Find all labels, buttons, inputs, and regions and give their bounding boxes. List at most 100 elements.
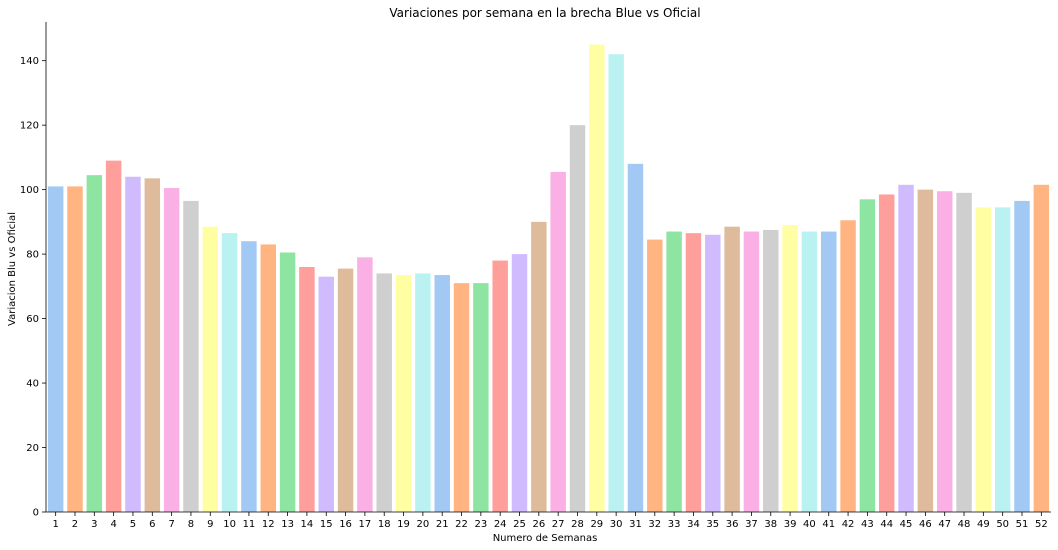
x-tick-label: 37 <box>745 519 758 530</box>
x-tick-label: 43 <box>861 519 874 530</box>
x-tick-label: 13 <box>281 519 294 530</box>
bar-week-4 <box>105 160 122 512</box>
bar-week-44 <box>878 194 895 512</box>
bar-week-10 <box>221 233 238 512</box>
x-tick-label: 22 <box>455 519 468 530</box>
bar-week-23 <box>473 283 489 512</box>
x-tick-label: 36 <box>726 519 739 530</box>
bar-week-30 <box>608 54 624 513</box>
x-tick-label: 8 <box>188 519 194 530</box>
bar-week-41 <box>821 231 837 513</box>
bar-week-1 <box>47 186 64 512</box>
bar-week-27 <box>550 171 566 512</box>
y-tick-label: 40 <box>26 379 39 390</box>
x-tick-label: 23 <box>474 519 487 530</box>
x-axis-title: Numero de Semanas <box>493 533 598 544</box>
bar-week-24 <box>492 260 508 512</box>
bar-week-19 <box>395 275 412 512</box>
y-tick-label: 0 <box>33 508 39 519</box>
bar-week-43 <box>859 199 876 513</box>
x-tick-label: 21 <box>436 519 449 530</box>
x-tick-label: 41 <box>822 519 835 530</box>
chart-title: Variaciones por semana en la brecha Blue… <box>389 6 700 20</box>
x-tick-label: 33 <box>668 519 681 530</box>
bar-week-22 <box>453 283 470 512</box>
bar-week-36 <box>724 226 740 512</box>
x-tick-label: 31 <box>629 519 642 530</box>
bar-week-46 <box>917 189 934 512</box>
x-tick-label: 17 <box>359 519 372 530</box>
x-tick-label: 45 <box>900 519 913 530</box>
bar-week-15 <box>318 276 334 512</box>
bar-week-45 <box>898 184 914 513</box>
y-tick-label: 100 <box>20 185 39 196</box>
x-tick-label: 6 <box>149 519 155 530</box>
x-tick-label: 24 <box>494 519 507 530</box>
bar-week-25 <box>511 254 528 513</box>
bar-week-8 <box>183 200 199 512</box>
bar-week-9 <box>202 226 219 512</box>
x-tick-label: 38 <box>764 519 777 530</box>
x-tick-label: 51 <box>1016 519 1029 530</box>
bar-week-11 <box>241 241 257 512</box>
bar-week-49 <box>975 207 992 513</box>
x-tick-label: 46 <box>919 519 932 530</box>
x-tick-label: 1 <box>52 519 58 530</box>
bar-week-35 <box>705 234 721 512</box>
bar-week-17 <box>357 257 373 512</box>
bar-week-18 <box>376 273 392 512</box>
x-tick-label: 3 <box>91 519 97 530</box>
x-tick-label: 50 <box>996 519 1009 530</box>
x-tick-label: 47 <box>938 519 951 530</box>
bar-week-37 <box>743 231 760 513</box>
bar-week-3 <box>86 175 103 513</box>
bar-week-5 <box>125 176 141 513</box>
x-tick-label: 16 <box>339 519 352 530</box>
x-tick-label: 39 <box>784 519 797 530</box>
y-tick-label: 80 <box>26 250 39 261</box>
bar-week-28 <box>569 125 586 512</box>
x-tick-label: 11 <box>243 519 256 530</box>
x-tick-label: 12 <box>262 519 275 530</box>
x-tick-label: 34 <box>687 519 700 530</box>
bar-week-33 <box>666 231 682 513</box>
bar-week-6 <box>144 178 161 512</box>
x-tick-label: 19 <box>397 519 410 530</box>
bar-week-48 <box>956 192 972 513</box>
bar-week-50 <box>994 207 1011 513</box>
bar-week-29 <box>589 44 605 512</box>
x-tick-label: 26 <box>532 519 545 530</box>
x-tick-label: 48 <box>958 519 971 530</box>
x-tick-label: 4 <box>110 519 116 530</box>
y-tick-label: 140 <box>20 56 39 67</box>
bar-week-32 <box>647 239 663 512</box>
x-tick-label: 52 <box>1035 519 1048 530</box>
bar-week-2 <box>67 186 83 512</box>
axes-group <box>45 22 1051 513</box>
bar-week-20 <box>415 273 431 512</box>
bar-week-42 <box>840 220 856 512</box>
x-tick-label: 18 <box>378 519 391 530</box>
bar-week-16 <box>337 268 354 512</box>
x-tick-label: 20 <box>417 519 430 530</box>
y-axis-title: Variacion Blu vs Oficial <box>7 212 18 326</box>
x-tick-label: 10 <box>223 519 236 530</box>
x-tick-label: 15 <box>320 519 333 530</box>
x-tick-label: 30 <box>610 519 623 530</box>
x-tick-label: 25 <box>513 519 526 530</box>
x-tick-label: 28 <box>571 519 584 530</box>
x-tick-label: 35 <box>706 519 719 530</box>
bar-week-21 <box>434 275 450 512</box>
bar-week-39 <box>782 225 798 512</box>
bar-week-7 <box>163 188 180 512</box>
y-tick-label: 60 <box>26 314 39 325</box>
x-axis-ticks: 1 2 3 4 5 6 7 8 9 10 11 12 13 14 15 16 17 18 19 20 21 22 23 24 2… <box>52 512 1048 530</box>
x-tick-label: 32 <box>648 519 661 530</box>
x-tick-label: 14 <box>301 519 314 530</box>
bar-week-40 <box>801 231 818 513</box>
bar-week-52 <box>1033 184 1050 513</box>
bar-week-12 <box>260 244 276 512</box>
bar-week-31 <box>627 163 644 512</box>
x-tick-label: 42 <box>842 519 855 530</box>
